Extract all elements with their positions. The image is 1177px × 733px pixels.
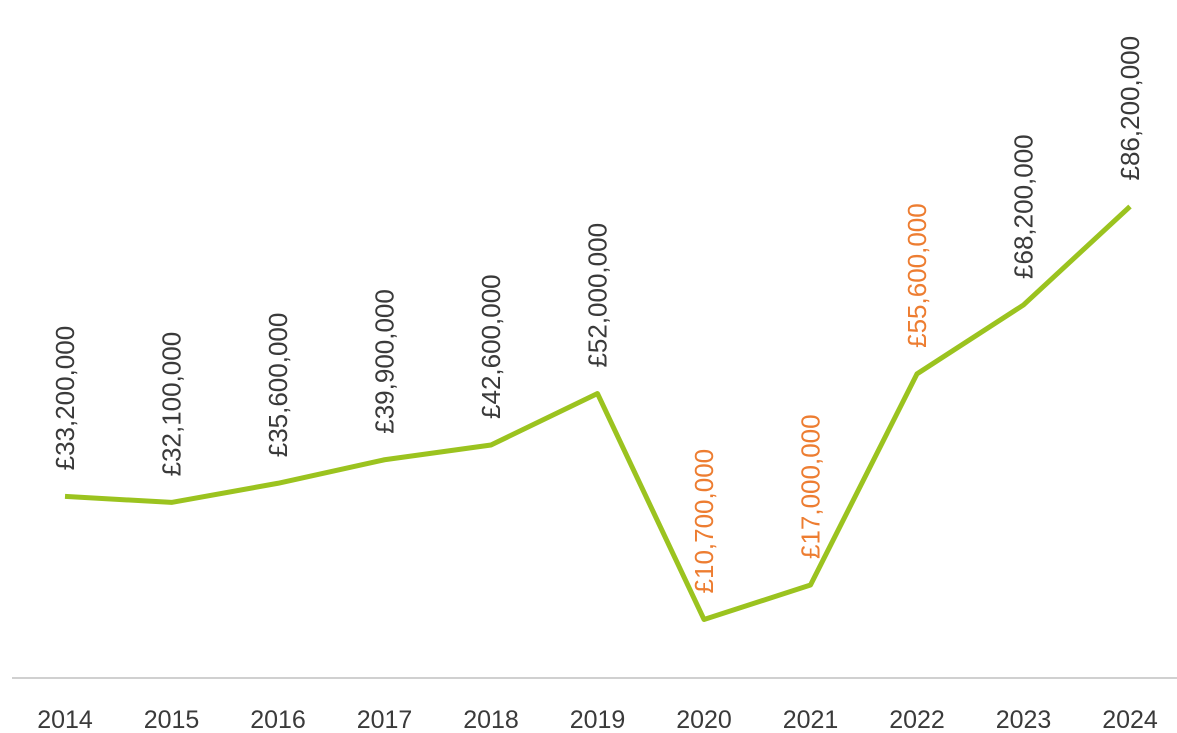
- x-tick-label: 2020: [676, 706, 732, 733]
- x-tick-label: 2024: [1102, 706, 1158, 733]
- value-label: £33,200,000: [50, 326, 80, 471]
- value-label: £32,100,000: [157, 332, 187, 477]
- x-tick-label: 2022: [889, 706, 945, 733]
- value-label: £17,000,000: [796, 414, 826, 559]
- value-label: £35,600,000: [263, 313, 293, 458]
- x-tick-label: 2019: [570, 706, 626, 733]
- value-label: £68,200,000: [1009, 134, 1039, 279]
- value-label: £39,900,000: [370, 289, 400, 434]
- x-tick-label: 2016: [250, 706, 306, 733]
- value-label: £10,700,000: [689, 449, 719, 594]
- value-label: £86,200,000: [1115, 36, 1145, 181]
- value-label: £55,600,000: [902, 203, 932, 348]
- value-label: £42,600,000: [476, 274, 506, 419]
- x-tick-label: 2023: [996, 706, 1052, 733]
- line: [64, 204, 1132, 622]
- value-label: £52,000,000: [583, 223, 613, 368]
- x-tick-label: 2017: [357, 706, 413, 733]
- x-tick-label: 2014: [37, 706, 93, 733]
- x-tick-label: 2021: [783, 706, 839, 733]
- x-tick-label: 2015: [144, 706, 200, 733]
- x-tick-label: 2018: [463, 706, 519, 733]
